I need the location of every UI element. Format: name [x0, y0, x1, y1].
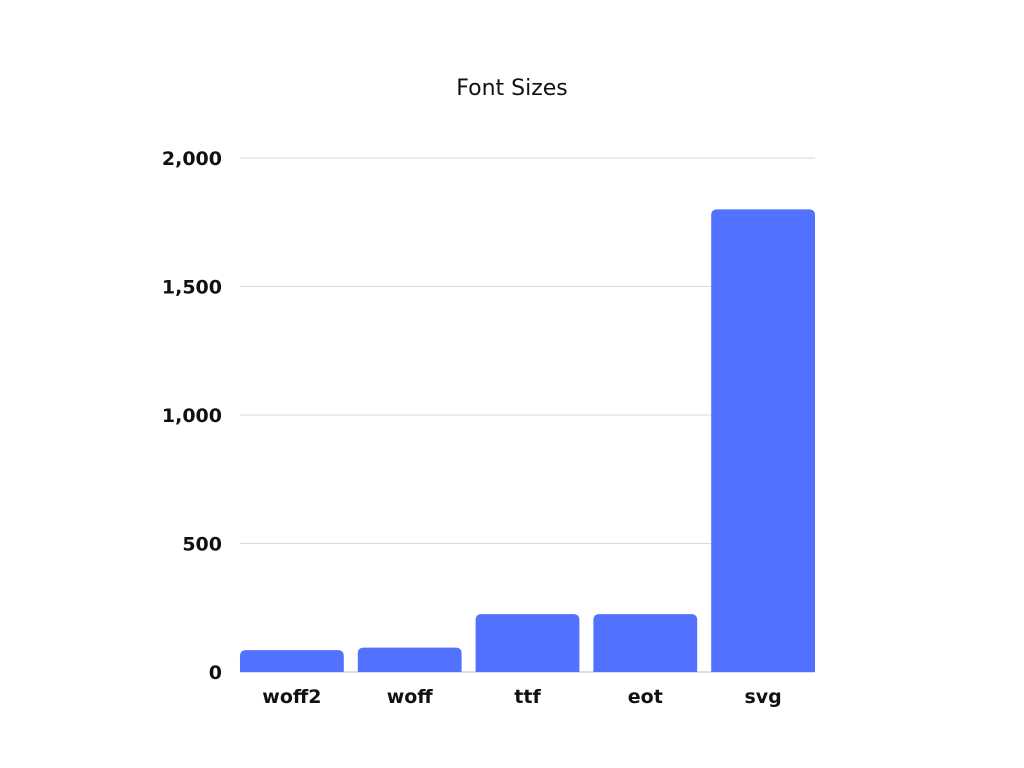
x-tick-label: ttf: [514, 686, 541, 708]
bar-ttf: [475, 614, 580, 672]
bars: [240, 209, 815, 672]
y-axis-ticks: 0 500 1,000 1,500 2,000: [162, 148, 222, 684]
y-tick-label: 1,000: [162, 405, 222, 427]
x-tick-label: eot: [628, 686, 663, 708]
x-axis-ticks: woff2 woff ttf eot svg: [262, 686, 781, 708]
x-tick-label: svg: [744, 686, 781, 708]
bar-svg: [711, 209, 815, 672]
y-tick-label: 0: [209, 662, 222, 684]
chart-title: Font Sizes: [456, 76, 568, 101]
bar-woff2: [240, 650, 344, 672]
y-tick-label: 1,500: [162, 277, 222, 299]
x-tick-label: woff: [387, 686, 434, 708]
bar-eot: [593, 614, 698, 672]
x-tick-label: woff2: [262, 686, 321, 708]
y-tick-label: 500: [182, 534, 222, 556]
bar-woff: [357, 647, 462, 672]
y-tick-label: 2,000: [162, 148, 222, 170]
